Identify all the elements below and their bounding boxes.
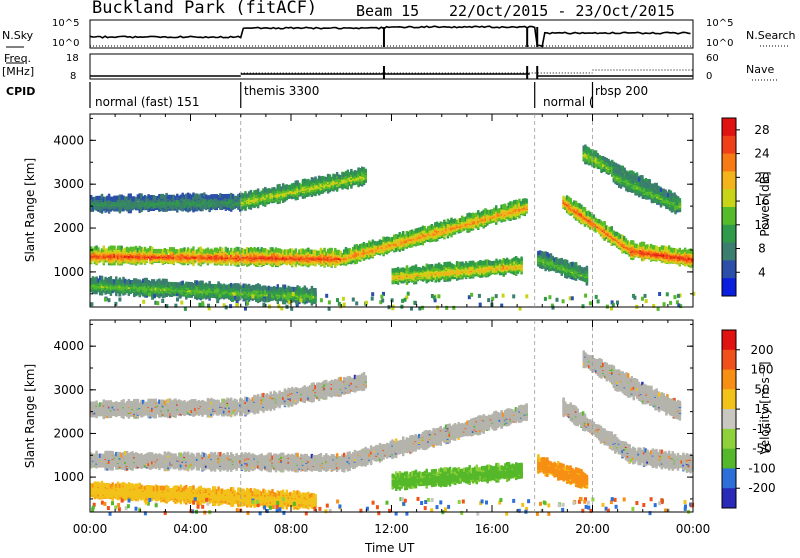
echo-cell (365, 169, 367, 173)
echo-cell (295, 248, 297, 252)
echo-cell (525, 199, 527, 203)
rti-figure: 1000200030004000 100020003000400000:0004… (0, 0, 800, 554)
echo-cell (221, 248, 223, 252)
echo-cell (192, 246, 194, 250)
echo-cell (323, 248, 325, 252)
nsky-panel-frame (90, 20, 693, 48)
nsky-trace (90, 26, 691, 46)
power-echo-cells (90, 145, 695, 311)
rti-plot: 1000200030004000 100020003000400000:0004… (0, 0, 800, 554)
